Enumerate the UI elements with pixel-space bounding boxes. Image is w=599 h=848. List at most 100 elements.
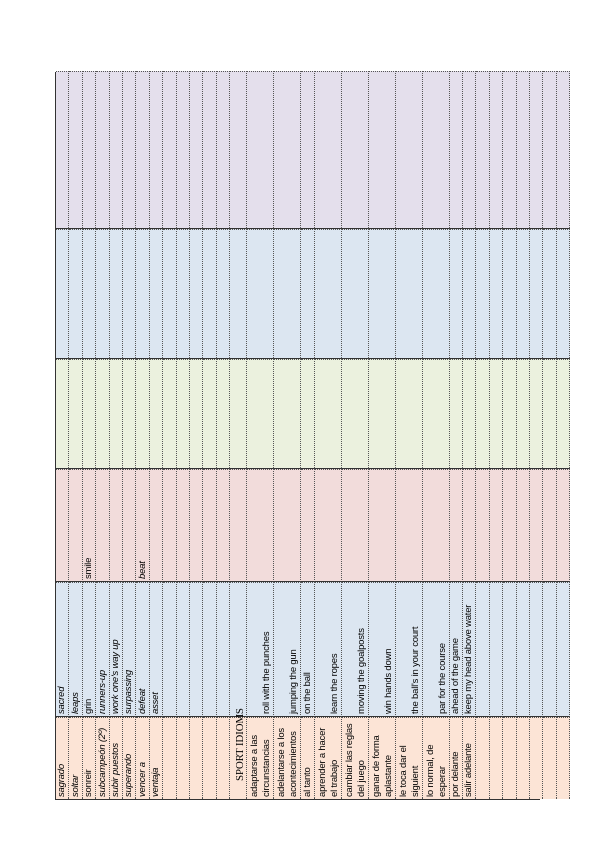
cell: [149, 229, 164, 359]
cell: [368, 229, 396, 359]
cell: [395, 359, 423, 469]
cell: [476, 359, 490, 469]
cell: [395, 71, 423, 229]
cell: [216, 359, 231, 469]
cell: roll with the punches: [247, 582, 275, 717]
cell: [530, 229, 544, 359]
cell: [543, 582, 557, 717]
cell: [247, 359, 275, 469]
cell: superando: [123, 717, 137, 799]
cell: [69, 229, 83, 359]
cell: [216, 71, 231, 229]
cell: [176, 71, 190, 229]
cell: [301, 359, 315, 469]
cell: [109, 71, 123, 229]
cell: [449, 71, 463, 229]
cell: [203, 229, 217, 359]
cell: [463, 469, 477, 582]
cell: [123, 469, 137, 582]
cell: [516, 359, 530, 469]
cell: [503, 229, 517, 359]
cell: [96, 229, 110, 359]
cell: [247, 71, 275, 229]
cell: [190, 229, 204, 359]
cell: lo normal, de esperar: [422, 717, 450, 799]
cell: [176, 582, 190, 717]
cell: [503, 469, 517, 582]
cell: [190, 71, 204, 229]
cell: learn the ropes: [314, 582, 342, 717]
cell: [543, 469, 557, 582]
cell: par for the course: [422, 582, 450, 717]
cell: [530, 359, 544, 469]
cell: [556, 582, 571, 717]
cell: [96, 359, 110, 469]
cell: [516, 229, 530, 359]
cell: [96, 71, 110, 229]
cell: asset: [149, 582, 164, 717]
cell: [341, 359, 369, 469]
cell: [503, 717, 517, 799]
cell: [109, 359, 123, 469]
cell: [489, 71, 504, 229]
cell: [449, 229, 463, 359]
cell: [341, 71, 369, 229]
cell: [163, 582, 177, 717]
cell: por delante: [449, 717, 463, 799]
cell: [530, 71, 544, 229]
cell: [341, 229, 369, 359]
cell: [314, 71, 342, 229]
cell: [516, 582, 530, 717]
cell: cambiar las reglas del juego: [341, 717, 369, 799]
cell: [56, 71, 70, 229]
cell: moving the goalposts: [341, 582, 369, 717]
cell: defeat: [136, 582, 150, 717]
cell: [476, 717, 490, 799]
cell: salir adelante: [463, 717, 477, 799]
cell: [530, 469, 544, 582]
cell: [530, 717, 544, 799]
cell: [368, 469, 396, 582]
cell: [368, 71, 396, 229]
cell: [301, 229, 315, 359]
cell: [82, 229, 97, 359]
cell: al tanto: [301, 717, 315, 799]
cell: [489, 717, 504, 799]
cell: [247, 469, 275, 582]
cell: [476, 71, 490, 229]
cell: [190, 359, 204, 469]
cell: [163, 469, 177, 582]
cell: [123, 359, 137, 469]
cell: jumping the gun: [274, 582, 302, 717]
cell: [516, 71, 530, 229]
cell: [56, 359, 70, 469]
cell: [136, 359, 150, 469]
cell: [190, 582, 204, 717]
cell: [109, 469, 123, 582]
cell: [489, 469, 504, 582]
cell: [422, 359, 450, 469]
cell: [314, 229, 342, 359]
cell: [82, 359, 97, 469]
cell: [543, 71, 557, 229]
cell: runners-up: [96, 582, 110, 717]
cell: [216, 717, 231, 799]
cell: [556, 229, 571, 359]
cell: [463, 359, 477, 469]
cell: [149, 359, 164, 469]
cell: [69, 469, 83, 582]
cell: [274, 71, 302, 229]
cell: [301, 71, 315, 229]
cell: [395, 469, 423, 582]
cell: [503, 582, 517, 717]
cell: keep my head above water: [463, 582, 477, 717]
cell: [136, 71, 150, 229]
cell: [176, 229, 190, 359]
cell: [230, 229, 248, 359]
section-title: SPORT IDIOMS: [230, 708, 248, 799]
cell: leaps: [69, 582, 83, 717]
cell: [216, 469, 231, 582]
cell: [96, 469, 110, 582]
cell: [163, 71, 177, 229]
cell: [556, 359, 571, 469]
